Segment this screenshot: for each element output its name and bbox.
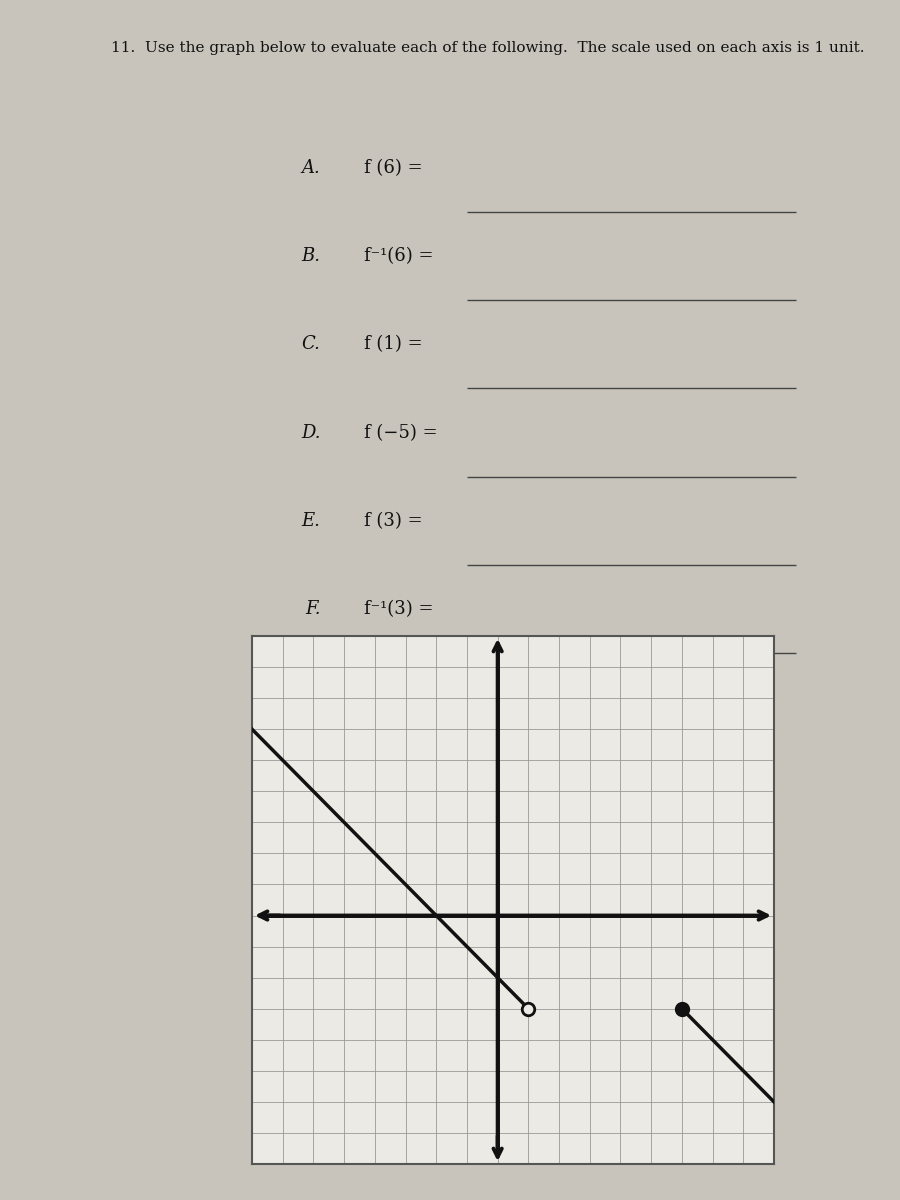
Text: f⁻¹(3) =: f⁻¹(3) = — [364, 600, 433, 618]
Text: C.: C. — [302, 335, 320, 353]
Text: f⁻¹(6) =: f⁻¹(6) = — [364, 247, 433, 265]
Text: B.: B. — [302, 247, 320, 265]
Text: 11.  Use the graph below to evaluate each of the following.  The scale used on e: 11. Use the graph below to evaluate each… — [112, 41, 865, 55]
Text: F.: F. — [305, 600, 320, 618]
Text: f (3) =: f (3) = — [364, 511, 422, 530]
Text: E.: E. — [302, 511, 320, 530]
Text: D.: D. — [301, 424, 320, 442]
Text: A.: A. — [302, 158, 320, 176]
Text: f (−5) =: f (−5) = — [364, 424, 437, 442]
Text: f (6) =: f (6) = — [364, 158, 422, 176]
Text: f (1) =: f (1) = — [364, 335, 422, 353]
